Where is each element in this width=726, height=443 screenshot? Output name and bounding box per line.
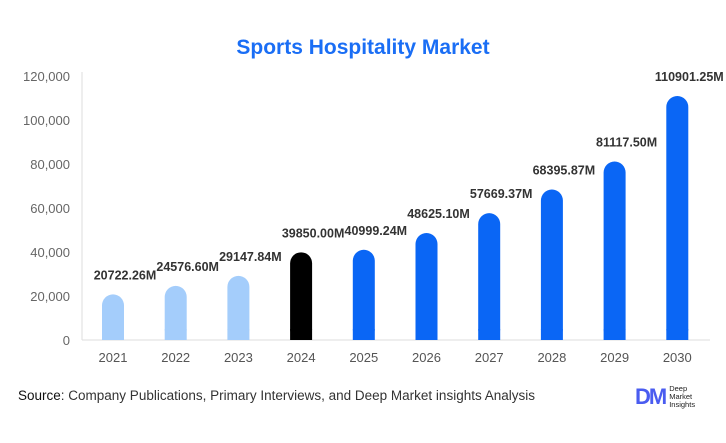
bar-base — [478, 329, 501, 340]
x-tick-label: 2026 — [412, 350, 441, 365]
bar — [164, 285, 187, 340]
bar-base — [227, 329, 250, 340]
data-label: 39850.00M — [282, 226, 345, 240]
bar — [540, 189, 563, 340]
x-tick-label: 2030 — [663, 350, 692, 365]
bar — [352, 249, 375, 340]
data-label: 48625.10M — [407, 207, 470, 221]
bar-base — [102, 329, 124, 340]
y-tick-label: 40,000 — [30, 245, 70, 260]
source-note: Source: Company Publications, Primary In… — [18, 388, 535, 403]
data-label: 40999.24M — [345, 224, 408, 238]
x-tick-label: 2024 — [287, 350, 316, 365]
bar-base — [603, 329, 626, 340]
bar-base — [290, 329, 313, 340]
bar — [478, 213, 501, 340]
y-tick-label: 80,000 — [30, 157, 70, 172]
bar-base — [540, 329, 563, 340]
y-tick-label: 60,000 — [30, 201, 70, 216]
bar-base — [666, 329, 689, 340]
data-label: 110901.25M — [655, 70, 724, 84]
data-label: 20722.26M — [94, 268, 157, 282]
y-tick-label: 20,000 — [30, 289, 70, 304]
source-text: : Company Publications, Primary Intervie… — [60, 388, 535, 403]
bar — [666, 96, 689, 341]
bar-chart: 0 20,000 40,000 60,000 80,000 100,000 120,000 2… — [23, 69, 724, 365]
chart-title: Sports Hospitality Market — [236, 36, 490, 59]
x-tick-label: 2025 — [349, 350, 378, 365]
bar — [227, 275, 250, 340]
y-tick-label: 0 — [63, 333, 70, 348]
x-tick-label: 2028 — [537, 350, 566, 365]
bar — [290, 252, 313, 340]
logo: DM Deep Market Insights — [635, 384, 696, 409]
bar-base — [164, 329, 187, 340]
bar — [415, 233, 438, 340]
source-label: Source — [18, 388, 61, 403]
data-label: 68395.87M — [533, 164, 596, 178]
data-label: 81117.50M — [596, 136, 657, 150]
x-tick-label: 2027 — [475, 350, 504, 365]
x-tick-label: 2029 — [600, 350, 629, 365]
x-tick-label: 2022 — [161, 350, 190, 365]
bar — [102, 294, 124, 340]
bar-base — [415, 329, 438, 340]
bar — [603, 161, 626, 340]
data-label: 29147.84M — [219, 250, 282, 264]
data-label: 24576.60M — [156, 260, 219, 274]
x-tick-label: 2023 — [224, 350, 253, 365]
data-label: 57669.37M — [470, 187, 533, 201]
y-tick-label: 100,000 — [23, 113, 70, 128]
y-tick-label: 120,000 — [23, 69, 70, 84]
x-tick-label: 2021 — [99, 350, 128, 365]
bar-base — [352, 329, 375, 340]
